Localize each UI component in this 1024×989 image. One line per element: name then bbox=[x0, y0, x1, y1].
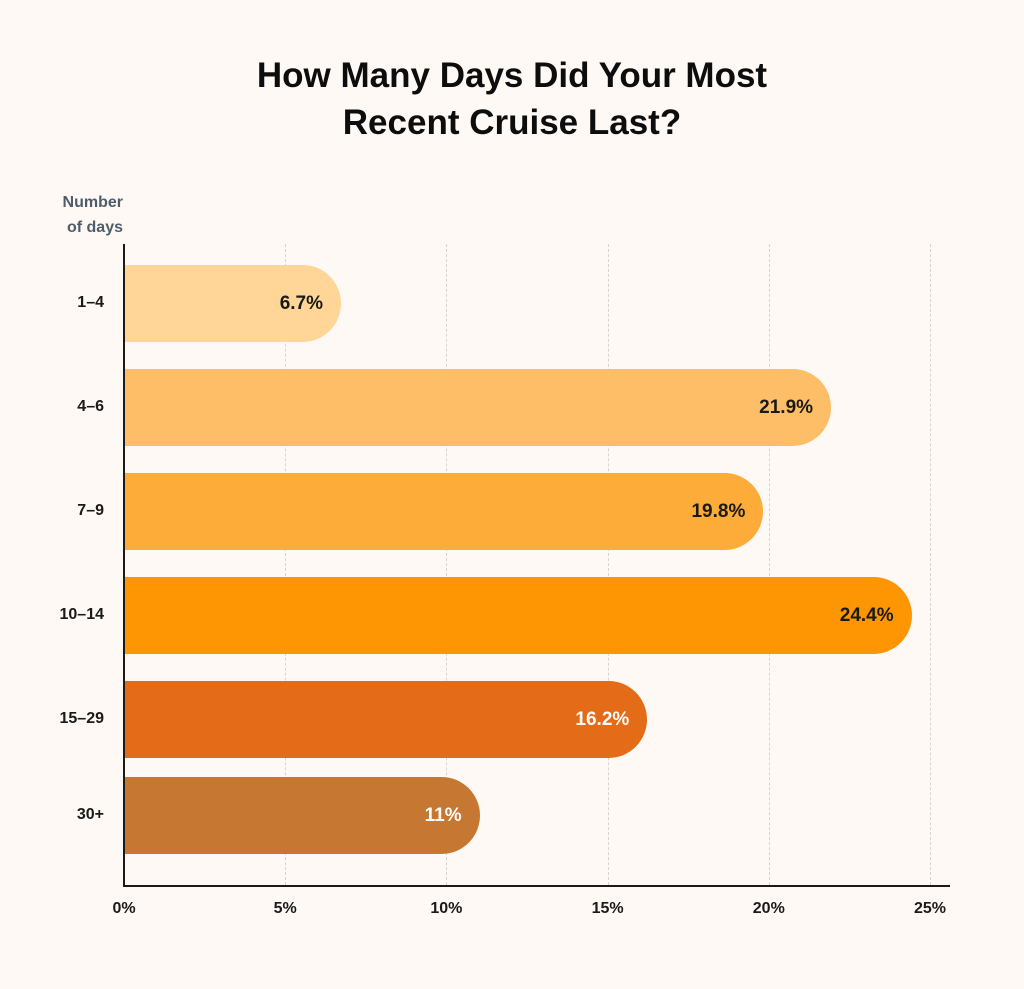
bar: 19.8% bbox=[125, 473, 764, 550]
title-line-2: Recent Cruise Last? bbox=[342, 103, 682, 142]
bar: 11% bbox=[125, 777, 480, 854]
gridline bbox=[768, 244, 770, 885]
category-label: 30+ bbox=[76, 806, 104, 823]
bar: 24.4% bbox=[125, 577, 912, 654]
bar-value-label: 24.4% bbox=[839, 604, 894, 626]
y-axis-label: Number of days bbox=[63, 190, 123, 240]
gridline bbox=[930, 244, 931, 885]
bar-value-label: 6.7% bbox=[279, 292, 323, 314]
category-label: 7–9 bbox=[77, 502, 104, 519]
y-axis-line bbox=[123, 244, 125, 887]
category-label: 15–29 bbox=[59, 710, 105, 727]
bar-value-label: 16.2% bbox=[575, 708, 630, 730]
gridline bbox=[285, 244, 287, 885]
bar: 21.9% bbox=[125, 369, 832, 446]
x-tick-label: 20% bbox=[752, 900, 785, 917]
bar-value-label: 19.8% bbox=[691, 500, 746, 522]
x-axis-line bbox=[123, 885, 950, 887]
gridline bbox=[446, 244, 448, 885]
y-axis-label-line-1: Number bbox=[62, 194, 123, 211]
x-tick-label: 0% bbox=[112, 900, 136, 917]
category-label: 4–6 bbox=[77, 398, 104, 415]
chart-title: How Many Days Did Your Most Recent Cruis… bbox=[0, 52, 1024, 146]
x-tick-label: 25% bbox=[913, 900, 947, 917]
x-tick-label: 15% bbox=[591, 900, 624, 917]
category-label: 1–4 bbox=[77, 294, 104, 311]
y-axis-label-line-2: of days bbox=[66, 219, 123, 236]
title-line-1: How Many Days Did Your Most bbox=[256, 56, 768, 95]
bar: 16.2% bbox=[125, 681, 648, 758]
bar-value-label: 21.9% bbox=[759, 396, 814, 418]
gridline bbox=[607, 244, 609, 885]
bar: 6.7% bbox=[125, 265, 341, 342]
x-tick-label: 10% bbox=[430, 900, 463, 917]
x-tick-label: 5% bbox=[273, 900, 297, 917]
category-label: 10–14 bbox=[59, 606, 105, 623]
bar-value-label: 11% bbox=[424, 804, 462, 826]
